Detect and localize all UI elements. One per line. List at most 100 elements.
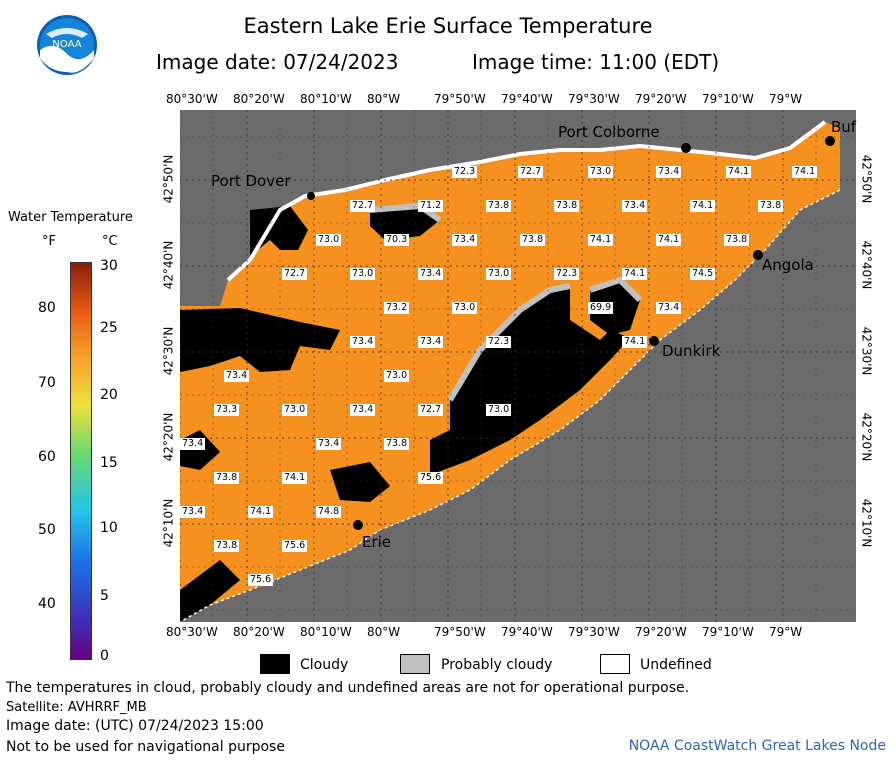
- colorbar-c-tick: 30: [100, 258, 118, 274]
- temperature-label: 73.4: [350, 404, 376, 416]
- temperature-label: 74.1: [622, 336, 648, 348]
- port-colborne-marker: [681, 143, 691, 153]
- coordinate-label: 80°10'W: [300, 625, 352, 639]
- satellite: Satellite: AVHRRF_MB: [6, 700, 147, 715]
- dunkirk-marker: [649, 336, 659, 346]
- temperature-label: 72.7: [282, 268, 308, 280]
- temperature-label: 73.8: [214, 472, 240, 484]
- legend-probably-cloudy: Probably cloudy: [441, 657, 553, 673]
- temperature-label: 70.3: [384, 234, 410, 246]
- coordinate-label: 80°30'W: [166, 92, 218, 106]
- coordinate-label: 79°30'W: [568, 92, 620, 106]
- colorbar: [70, 262, 92, 660]
- temperature-label: 72.7: [350, 200, 376, 212]
- legend-probably-swatch: [400, 654, 430, 674]
- temperature-label: 72.3: [554, 268, 580, 280]
- cloud-region: [590, 280, 640, 335]
- temperature-label: 75.6: [282, 540, 308, 552]
- colorbar-f-tick: 70: [38, 375, 56, 391]
- grid-lines: [180, 110, 856, 622]
- temperature-label: 74.1: [792, 166, 818, 178]
- colorbar-c-tick: 0: [100, 648, 109, 664]
- coordinate-label: 79°40'W: [501, 92, 553, 106]
- colorbar-unit-c: °C: [102, 234, 118, 249]
- coordinate-label: 80°10'W: [300, 92, 352, 106]
- temperature-label: 75.6: [248, 574, 274, 586]
- temperature-label: 71.2: [418, 200, 444, 212]
- coordinate-label: 42°30'N: [161, 326, 176, 376]
- temperature-label: 73.0: [282, 404, 308, 416]
- temperature-label: 73.4: [180, 506, 206, 518]
- temperature-label: 74.1: [656, 234, 682, 246]
- lake-map: [180, 110, 856, 622]
- undefined-coast: [226, 120, 827, 282]
- coordinate-label: 79°W: [769, 625, 803, 639]
- temperature-label: 73.4: [418, 268, 444, 280]
- temperature-label: 73.0: [486, 268, 512, 280]
- temperature-label: 73.0: [588, 166, 614, 178]
- coordinate-label: 79°50'W: [434, 92, 486, 106]
- coordinate-label: 80°W: [367, 92, 401, 106]
- legend-undefined-swatch: [600, 654, 630, 674]
- coordinate-label: 79°40'W: [501, 625, 553, 639]
- cloud-region: [330, 462, 390, 502]
- temperature-label: 73.4: [622, 200, 648, 212]
- nav-warning: Not to be used for navigational purpose: [6, 739, 285, 755]
- place-buffalo: Buf: [831, 118, 857, 136]
- colorbar-unit-f: °F: [42, 234, 56, 249]
- colorbar-c-tick: 20: [100, 387, 118, 403]
- temperature-label: 75.6: [418, 472, 444, 484]
- temperature-label: 73.4: [350, 336, 376, 348]
- coordinate-label: 42°40'N: [859, 240, 874, 290]
- colorbar-c-tick: 10: [100, 520, 118, 536]
- temperature-label: 72.3: [452, 166, 478, 178]
- temperature-label: 73.8: [486, 200, 512, 212]
- temperature-label: 73.4: [418, 336, 444, 348]
- utc-date: Image date: (UTC) 07/24/2023 15:00: [6, 718, 264, 734]
- temperature-label: 72.7: [518, 166, 544, 178]
- legend-cloudy-swatch: [260, 654, 290, 674]
- credit: NOAA CoastWatch Great Lakes Node: [628, 738, 886, 754]
- temperature-label: 73.8: [554, 200, 580, 212]
- temperature-label: 73.4: [656, 166, 682, 178]
- coordinate-label: 42°50'N: [859, 154, 874, 204]
- colorbar-c-tick: 25: [100, 320, 118, 336]
- coordinate-label: 79°20'W: [635, 625, 687, 639]
- temperature-label: 73.8: [724, 234, 750, 246]
- place-erie: Erie: [362, 533, 392, 551]
- temperature-label: 74.8: [316, 506, 342, 518]
- coordinate-label: 42°10'N: [161, 498, 176, 548]
- temperature-label: 73.4: [224, 370, 250, 382]
- colorbar-f-tick: 40: [38, 596, 56, 612]
- temperature-label: 73.8: [214, 540, 240, 552]
- legend-cloudy: Cloudy: [300, 657, 349, 673]
- temperature-label: 74.5: [690, 268, 716, 280]
- coordinate-label: 42°50'N: [161, 154, 176, 204]
- coordinate-label: 80°30'W: [166, 625, 218, 639]
- place-port-colborne: Port Colborne: [558, 123, 660, 141]
- coordinate-label: 79°30'W: [568, 625, 620, 639]
- coordinate-label: 79°10'W: [702, 625, 754, 639]
- temperature-label: 73.8: [384, 438, 410, 450]
- temperature-label: 73.3: [214, 404, 240, 416]
- colorbar-f-tick: 80: [38, 300, 56, 316]
- coordinate-label: 42°40'N: [161, 240, 176, 290]
- cloud-region: [430, 286, 630, 475]
- temperature-label: 73.8: [520, 234, 546, 246]
- temperature-label: 73.0: [350, 268, 376, 280]
- angola-marker: [753, 250, 763, 260]
- temperature-label: 74.1: [726, 166, 752, 178]
- temperature-label: 72.7: [418, 404, 444, 416]
- temperature-label: 73.2: [384, 302, 410, 314]
- place-angola: Angola: [762, 256, 814, 274]
- temperature-label: 74.1: [282, 472, 308, 484]
- coordinate-label: 42°20'N: [859, 412, 874, 462]
- temperature-label: 72.3: [486, 336, 512, 348]
- colorbar-c-tick: 15: [100, 455, 118, 471]
- temperature-label: 73.4: [180, 438, 206, 450]
- cloud-region: [180, 308, 340, 372]
- buffalo-marker: [825, 136, 835, 146]
- temperature-label: 73.0: [384, 370, 410, 382]
- coordinate-label: 80°20'W: [233, 92, 285, 106]
- coordinate-label: 42°10'N: [859, 498, 874, 548]
